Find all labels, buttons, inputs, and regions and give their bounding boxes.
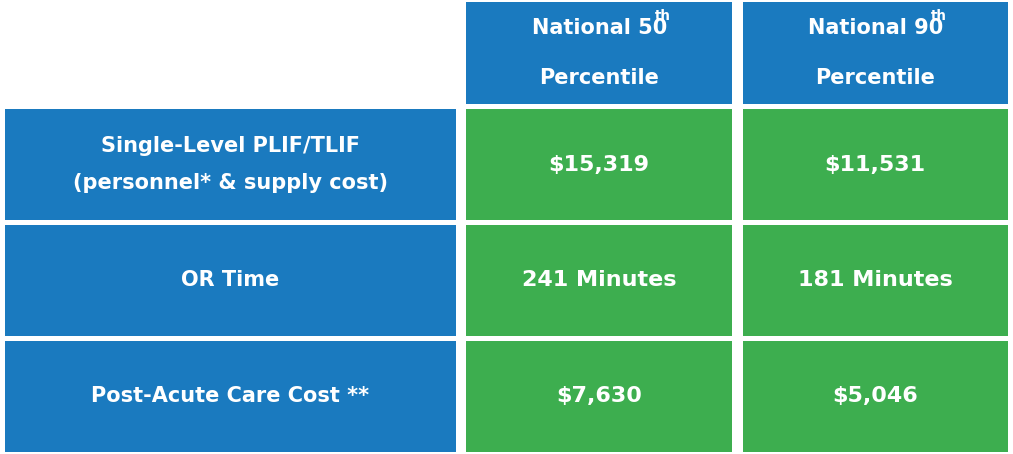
Text: OR Time: OR Time (181, 270, 280, 291)
Text: (personnel* & supply cost): (personnel* & supply cost) (73, 173, 388, 193)
Text: $7,630: $7,630 (556, 386, 642, 406)
Bar (743, 109, 1008, 220)
Text: 241 Minutes: 241 Minutes (522, 270, 677, 291)
Bar (466, 340, 732, 452)
Bar (743, 225, 1008, 336)
Text: Single-Level PLIF/TLIF: Single-Level PLIF/TLIF (101, 136, 360, 157)
Text: Percentile: Percentile (815, 68, 935, 89)
Text: Percentile: Percentile (539, 68, 659, 89)
Text: th: th (931, 9, 947, 23)
Bar (466, 2, 732, 104)
Text: National 50: National 50 (532, 18, 667, 39)
Text: Post-Acute Care Cost **: Post-Acute Care Cost ** (91, 386, 370, 406)
Text: $11,531: $11,531 (825, 154, 926, 175)
Bar (466, 109, 732, 220)
Bar (5, 109, 456, 220)
Text: $15,319: $15,319 (549, 154, 649, 175)
Text: 181 Minutes: 181 Minutes (798, 270, 952, 291)
Bar (743, 340, 1008, 452)
Bar (5, 225, 456, 336)
Text: th: th (655, 9, 671, 23)
Text: National 90: National 90 (807, 18, 943, 39)
Bar (743, 2, 1008, 104)
Bar (5, 340, 456, 452)
Bar (466, 225, 732, 336)
Text: $5,046: $5,046 (833, 386, 918, 406)
